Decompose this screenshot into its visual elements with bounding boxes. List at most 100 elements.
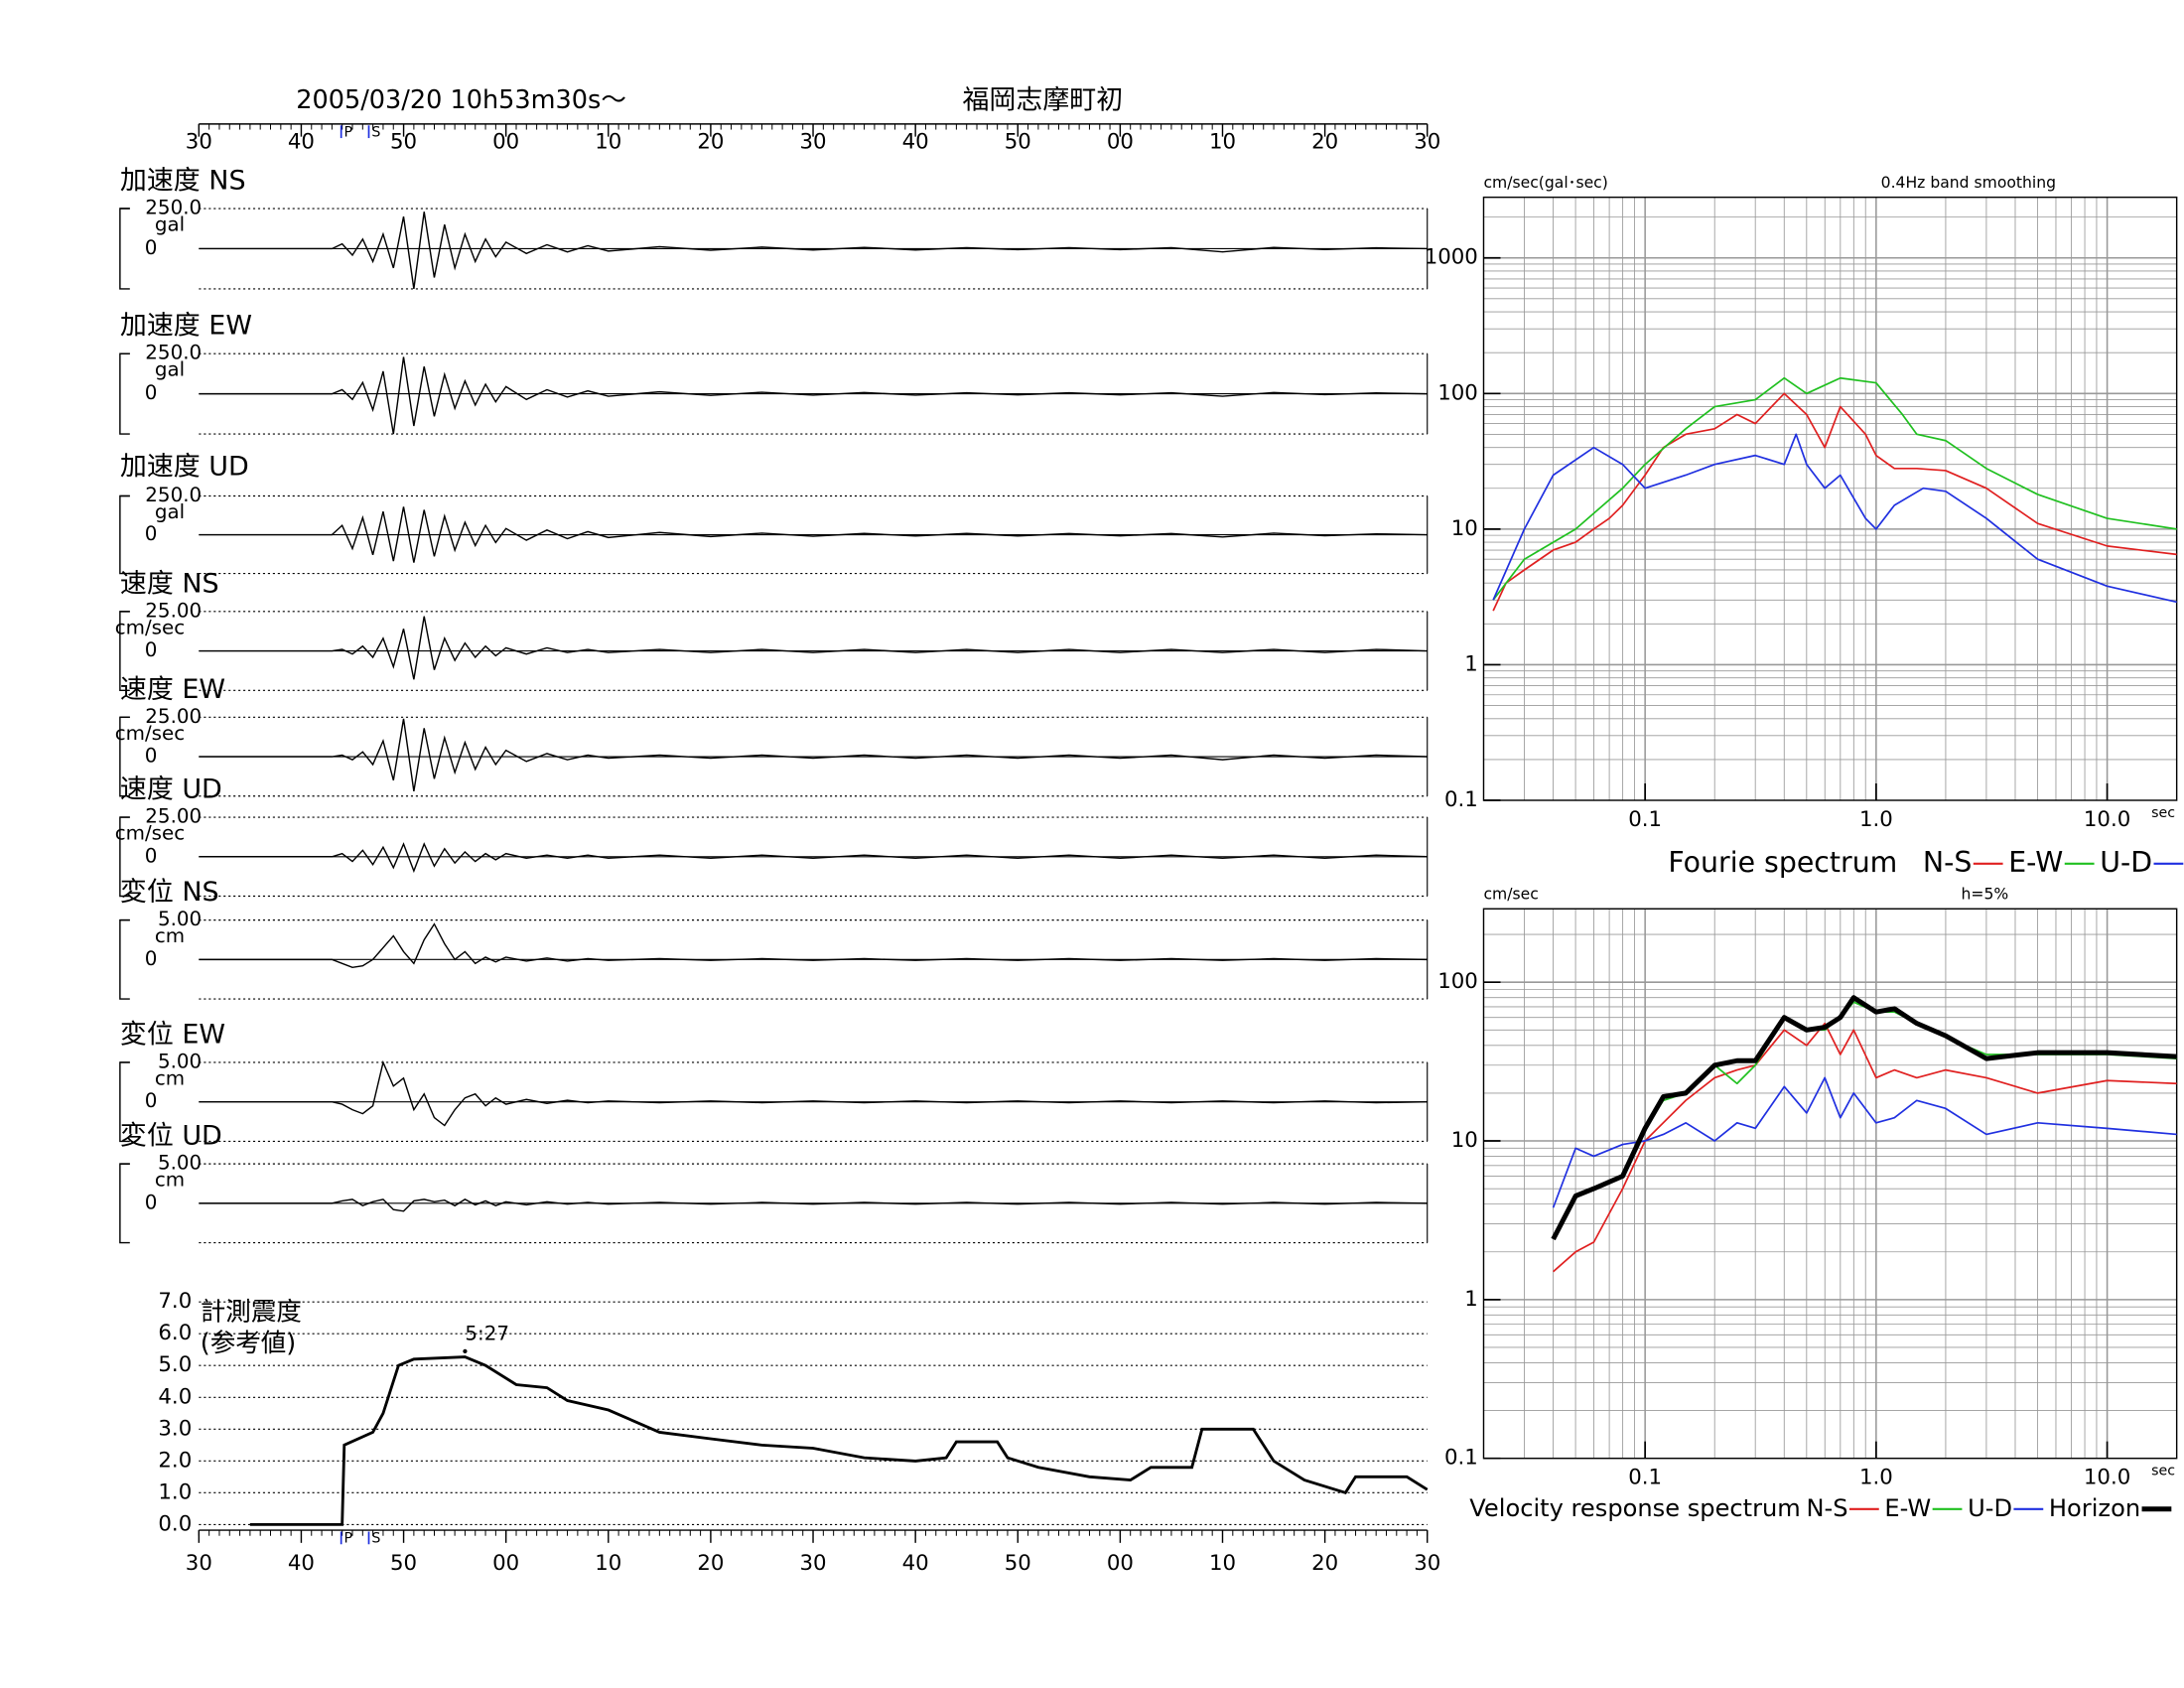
- y-tick-label: 0: [145, 522, 158, 545]
- phase-label: S: [371, 124, 380, 140]
- y-tick-label: 250.0: [145, 484, 202, 506]
- x-tick-label: 30: [800, 129, 827, 154]
- legend-label: E-W: [2008, 846, 2063, 879]
- trace-name: 加速度 EW: [120, 311, 252, 342]
- panel-bracket: [119, 494, 130, 575]
- chart-subtitle: (参考値): [201, 1329, 297, 1358]
- x-tick-label: 30: [186, 129, 212, 154]
- x-tick-label: 40: [288, 129, 315, 154]
- y-tick-label: 0.0: [158, 1511, 192, 1536]
- waveform: [199, 1059, 1428, 1127]
- waveform: [199, 842, 1428, 874]
- x-tick-label: 20: [1311, 1551, 1338, 1576]
- trace-name: 変位 EW: [120, 1019, 225, 1050]
- trace-name: 速度 UD: [120, 774, 222, 805]
- phase-label: S: [371, 1531, 380, 1547]
- x-tick-label: 30: [186, 1551, 212, 1576]
- plot-frame: [1482, 908, 2178, 1460]
- unit-label: cm: [155, 1066, 185, 1089]
- spectrum-line: [1553, 1022, 2177, 1273]
- y-tick-label: 0: [145, 236, 158, 259]
- waveform: [199, 356, 1428, 435]
- x-tick-label: 1.0: [1859, 807, 1893, 832]
- y-tick-label: 7.0: [158, 1289, 192, 1314]
- y-tick-label: 6.0: [158, 1321, 192, 1345]
- x-tick-label: 40: [902, 1551, 929, 1576]
- x-tick-label: 20: [697, 129, 724, 154]
- y-tick-label: 0: [145, 638, 158, 661]
- unit-label: cm/sec: [115, 616, 185, 638]
- y-tick-label: 1000: [1425, 245, 1478, 270]
- peak-dot: [463, 1348, 468, 1354]
- chart-title: Velocity response spectrum: [1469, 1494, 1801, 1522]
- spectrum-line: [1552, 1076, 2177, 1208]
- legend-label: U-D: [2100, 846, 2152, 879]
- y-tick-label: 1: [1464, 1287, 1478, 1312]
- trace-name: 速度 EW: [120, 674, 225, 705]
- x-tick-label: 00: [1107, 129, 1134, 154]
- y-tick-label: 0.1: [1444, 787, 1478, 812]
- x-tick-label: 10: [1209, 1551, 1236, 1576]
- y-tick-label: 0: [145, 1089, 158, 1112]
- y-tick-label: 100: [1437, 380, 1478, 405]
- x-tick-label: 20: [1311, 129, 1338, 154]
- trace-name: 加速度 NS: [120, 166, 246, 197]
- subtitle: h=5%: [1962, 886, 2009, 904]
- waveform: [199, 616, 1428, 680]
- unit-label: cm: [155, 924, 185, 947]
- x-tick-label: 10: [595, 1551, 621, 1576]
- y-tick-label: 0: [145, 844, 158, 867]
- unit-label: gal: [155, 500, 185, 523]
- x-tick-label: 50: [390, 1551, 417, 1576]
- waveform: [199, 1198, 1428, 1212]
- waveform: [199, 506, 1428, 563]
- phase-label: P: [344, 124, 353, 140]
- y-tick-label: 10: [1451, 516, 1478, 541]
- y-tick-label: 10: [1451, 1128, 1478, 1153]
- y-tick-label: 25.00: [145, 599, 202, 622]
- spectrum-line: [1492, 376, 2177, 601]
- x-tick-label: 10: [595, 129, 621, 154]
- y-tick-label: 4.0: [158, 1384, 192, 1409]
- unit-label: cm/sec: [115, 722, 185, 745]
- x-tick-label: 00: [1107, 1551, 1134, 1576]
- x-tick-label: 10.0: [2084, 807, 2130, 832]
- x-tick-label: 30: [1414, 129, 1440, 154]
- x-tick-label: 0.1: [1628, 807, 1662, 832]
- waveform: [199, 922, 1428, 969]
- unit-label: gal: [155, 213, 185, 236]
- x-tick-label: 10.0: [2084, 1466, 2130, 1490]
- trace-name: 加速度 UD: [120, 452, 249, 483]
- trace-name: 変位 UD: [120, 1121, 222, 1152]
- x-tick-label: 50: [390, 129, 417, 154]
- legend-label: Horizon: [2049, 1494, 2140, 1522]
- y-tick-label: 1: [1464, 651, 1478, 676]
- x-tick-label: 0.1: [1628, 1466, 1662, 1490]
- y-tick-label: 5.00: [158, 1050, 202, 1072]
- y-tick-label: 0: [145, 745, 158, 768]
- trace-name: 変位 NS: [120, 877, 219, 908]
- phase-label: P: [344, 1531, 353, 1547]
- record-time: 2005/03/20 10h53m30s〜: [296, 85, 626, 115]
- spectrum-line: [1552, 1001, 2177, 1237]
- intensity-line: [249, 1355, 1429, 1526]
- peak-label: 5:27: [465, 1322, 509, 1344]
- x-unit: sec: [2151, 1463, 2175, 1478]
- y-tick-label: 0: [145, 1191, 158, 1213]
- panel-bracket: [119, 1163, 130, 1244]
- x-tick-label: 40: [288, 1551, 315, 1576]
- y-tick-label: 250.0: [145, 197, 202, 219]
- y-tick-label: 3.0: [158, 1416, 192, 1441]
- trace-name: 速度 NS: [120, 568, 219, 599]
- waveform: [199, 211, 1428, 290]
- legend-label: N-S: [1806, 1494, 1847, 1522]
- chart-title: Fourie spectrum: [1668, 846, 1897, 879]
- legend-label: N-S: [1923, 846, 1972, 879]
- x-tick-label: 30: [800, 1551, 827, 1576]
- station-name: 福岡志摩町初: [962, 85, 1123, 116]
- x-tick-label: 50: [1005, 129, 1031, 154]
- unit-label: gal: [155, 358, 185, 381]
- y-tick-label: 5.00: [158, 1152, 202, 1175]
- panel-bracket: [119, 352, 130, 435]
